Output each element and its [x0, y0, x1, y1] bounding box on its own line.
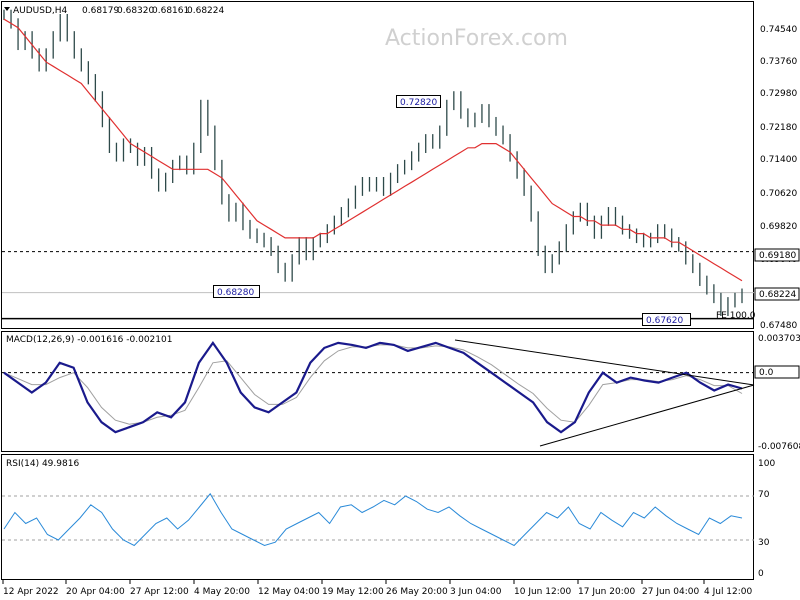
watermark: ActionForex.com [385, 26, 568, 51]
x-tick-label: 12 May 04:00 [258, 587, 320, 597]
annotation-low-jul: 0.67620 [642, 313, 691, 326]
y-tick-label: 0.74540 [760, 25, 797, 35]
rsi-y-tick: 100 [758, 459, 775, 469]
ohlc-close: 0.68224 [187, 6, 224, 16]
dropdown-triangle-icon[interactable] [4, 7, 10, 11]
macd-y-tick: 0.0 [759, 368, 774, 378]
rsi-line [3, 492, 743, 547]
macd-signal-line [3, 344, 743, 425]
x-tick-label: 27 Jun 04:00 [642, 587, 699, 597]
ohlc-values: 0.68179 0.68320 0.68161 0.68224 [82, 6, 224, 16]
x-tick-label: 12 Apr 2022 [3, 587, 59, 597]
x-axis: 12 Apr 2022 20 Apr 04:00 27 Apr 12:00 4 … [2, 580, 753, 597]
price-layer [2, 9, 754, 320]
annotation-high: 0.72820 [396, 95, 441, 108]
y-tick-label: 0.72180 [760, 123, 797, 133]
rsi-y-tick: 70 [758, 490, 770, 500]
macd-layer [2, 339, 755, 447]
annotation-low-may: 0.68280 [213, 285, 260, 298]
ohlc-low: 0.68161 [152, 6, 189, 16]
macd-title: MACD(12,26,9) -0.001616 -0.002101 [6, 335, 172, 345]
y-tick-label: 0.71400 [760, 155, 797, 165]
macd-line [3, 340, 743, 434]
y-tick-label: 0.69820 [760, 222, 797, 232]
x-tick-label: 19 May 12:00 [322, 587, 384, 597]
y-tick-label: 0.70620 [760, 189, 797, 199]
x-tick-label: 27 Apr 12:00 [130, 587, 189, 597]
x-tick-label: 10 Jun 12:00 [514, 587, 571, 597]
x-tick-label: 4 May 20:00 [194, 587, 250, 597]
rsi-title: RSI(14) 49.9816 [6, 459, 79, 469]
rsi-layer [2, 492, 754, 547]
fe-label: FE 100.0 [716, 311, 756, 321]
price-panel [1, 1, 754, 329]
moving-average-line [3, 18, 743, 282]
macd-trendline-upper [454, 339, 755, 386]
ohlc-high: 0.68320 [117, 6, 154, 16]
annotation-low-jul-label: 0.67620 [646, 316, 683, 326]
resistance-badge: 0.69180 [754, 248, 800, 262]
resistance-badge-label: 0.69180 [759, 251, 796, 261]
x-tick-label: 20 Apr 04:00 [66, 587, 125, 597]
price-axis: 0.74540 0.73760 0.72980 0.72180 0.71400 … [760, 25, 797, 331]
macd-trendline-lower [539, 384, 755, 447]
ohlc-open: 0.68179 [82, 6, 119, 16]
x-tick-label: 3 Jun 04:00 [450, 587, 502, 597]
annotation-high-label: 0.72820 [400, 98, 437, 108]
rsi-y-tick: 0 [758, 569, 764, 579]
x-tick-label: 17 Jun 20:00 [578, 587, 635, 597]
price-title: AUDUSD,H4 [13, 6, 68, 16]
y-tick-label: 0.73760 [760, 57, 797, 67]
rsi-axis: 100 70 30 0 [758, 459, 775, 579]
rsi-panel [1, 454, 754, 580]
y-tick-label: 0.67480 [760, 321, 797, 331]
macd-axis: 0.003703 0.0 -0.007608 [754, 334, 800, 452]
macd-panel [1, 331, 754, 452]
macd-y-tick: 0.003703 [758, 334, 800, 344]
x-tick-label: 4 Jul 12:00 [704, 587, 753, 597]
y-tick-label: 0.72980 [760, 89, 797, 99]
rsi-y-tick: 30 [758, 538, 770, 548]
current-price-label: 0.68224 [759, 290, 796, 300]
annotation-low-may-label: 0.68280 [217, 288, 254, 298]
x-tick-label: 26 May 20:00 [386, 587, 448, 597]
macd-y-tick: -0.007608 [758, 442, 800, 452]
current-price-badge: 0.68224 [754, 287, 800, 301]
